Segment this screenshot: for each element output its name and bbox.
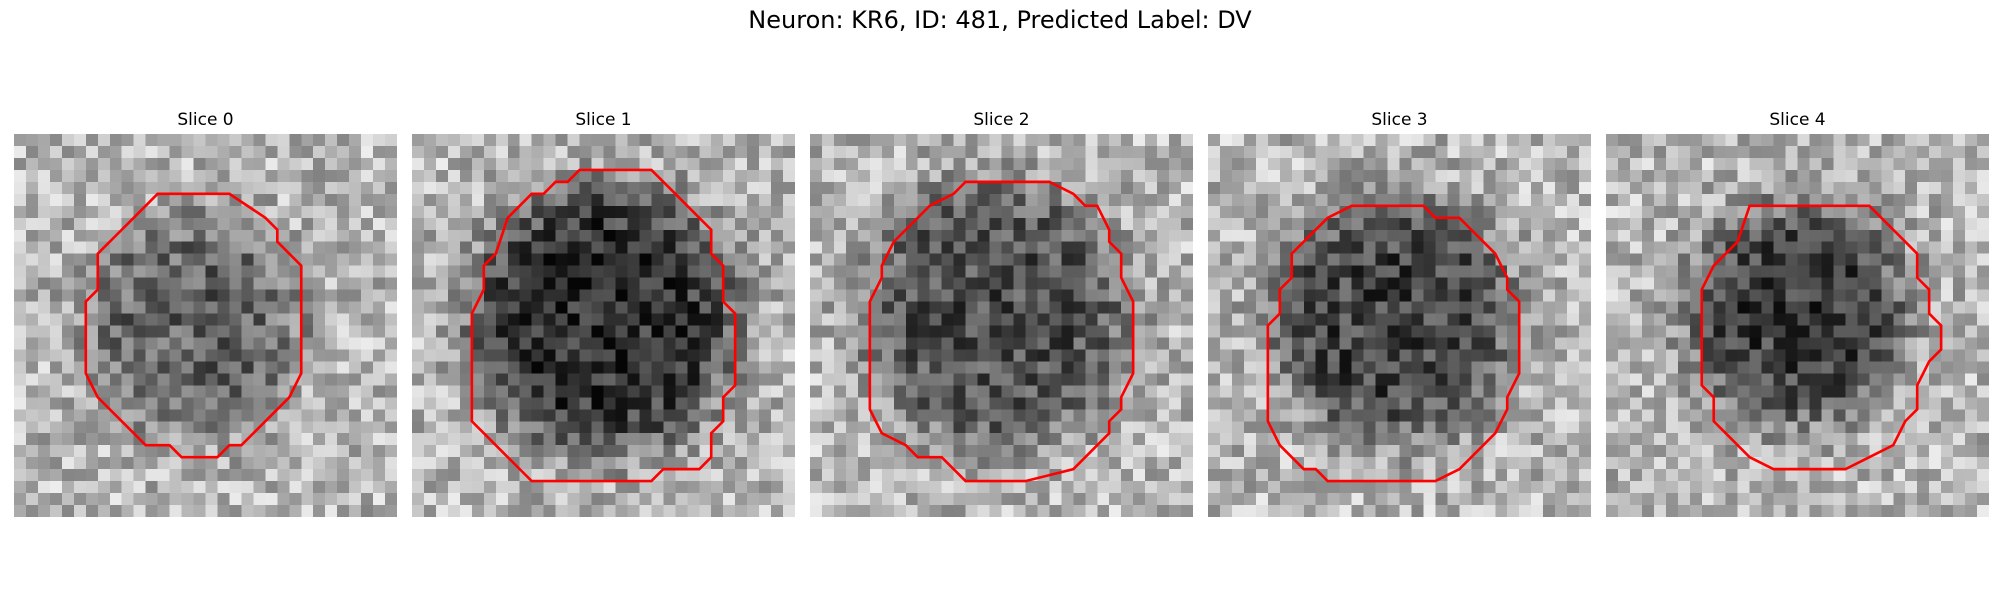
slice-panel-2: Slice 2 — [810, 108, 1193, 517]
slice-panel-3: Slice 3 — [1208, 108, 1591, 517]
slice-title: Slice 1 — [575, 110, 632, 130]
roi-contour — [1266, 204, 1521, 483]
slice-title: Slice 0 — [177, 110, 234, 130]
slice-title: Slice 2 — [973, 110, 1030, 130]
roi-contour — [84, 192, 303, 459]
slice-panel-0: Slice 0 — [14, 108, 397, 517]
slice-panel-1: Slice 1 — [412, 108, 795, 517]
slice-title: Slice 4 — [1769, 110, 1826, 130]
roi-contour — [1700, 204, 1943, 471]
slice-image — [412, 134, 795, 517]
slice-panel-4: Slice 4 — [1606, 108, 1989, 517]
slice-image — [1606, 134, 1989, 517]
slice-title: Slice 3 — [1371, 110, 1428, 130]
slice-image — [810, 134, 1193, 517]
figure-title: Neuron: KR6, ID: 481, Predicted Label: D… — [748, 6, 1252, 34]
roi-contour — [868, 180, 1135, 483]
roi-contour — [470, 168, 737, 483]
slice-image — [1208, 134, 1591, 517]
slice-image — [14, 134, 397, 517]
